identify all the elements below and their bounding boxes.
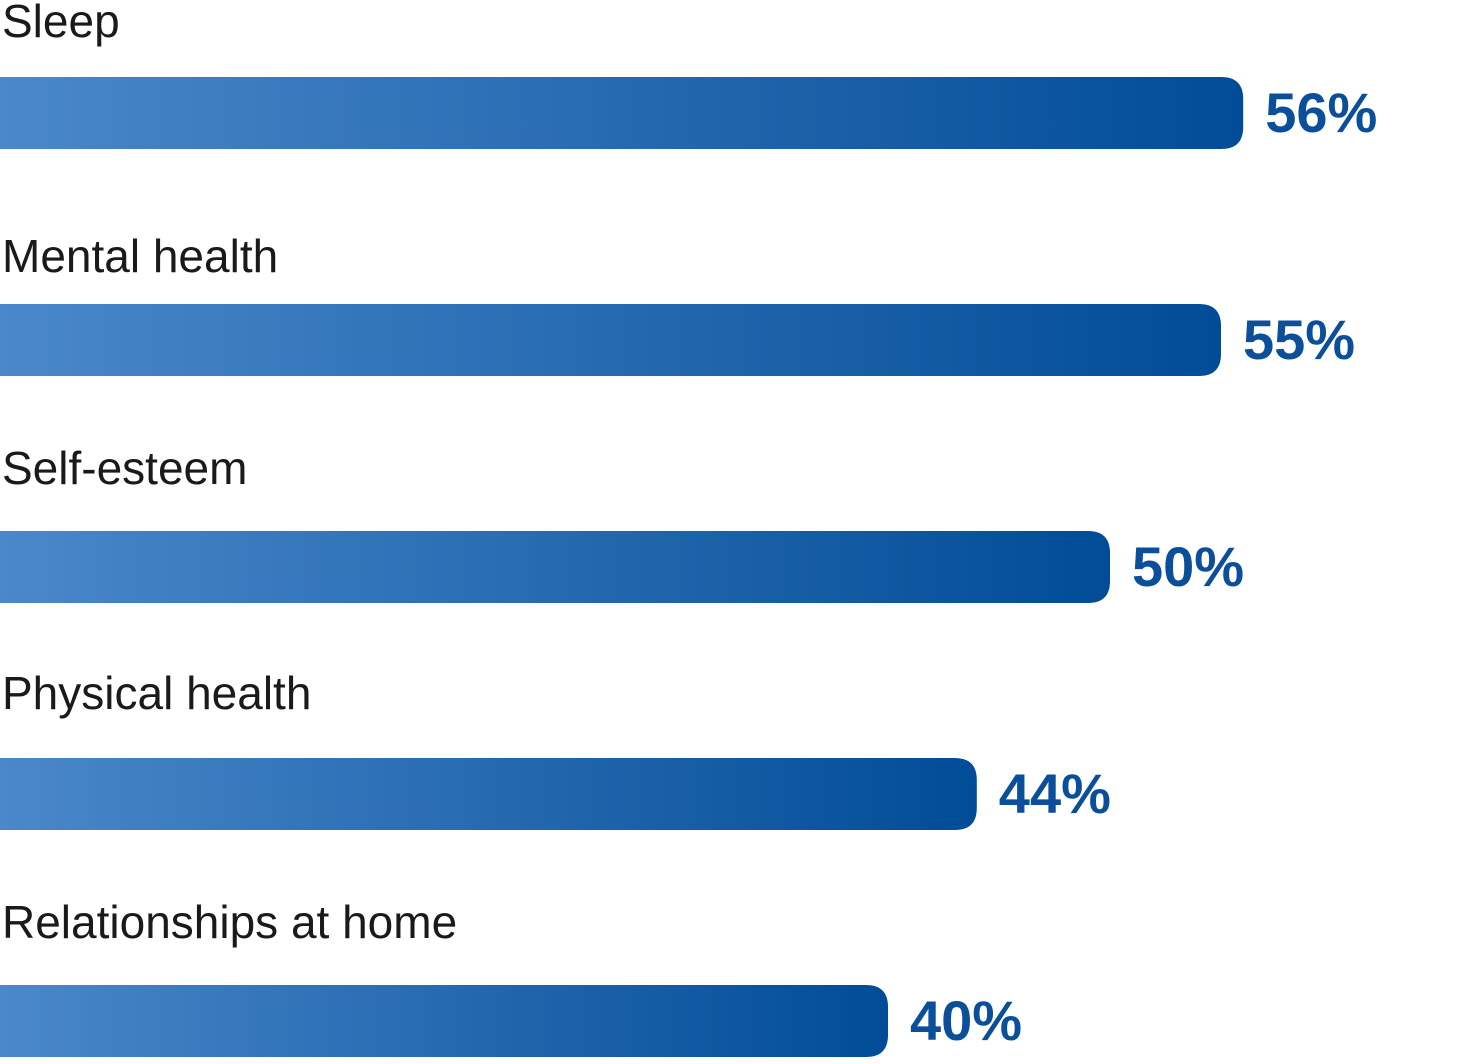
value-label: 55% bbox=[1243, 308, 1355, 371]
category-label: Relationships at home bbox=[2, 896, 457, 948]
value-label: 50% bbox=[1132, 535, 1244, 598]
bar bbox=[0, 985, 888, 1057]
bar bbox=[0, 531, 1110, 603]
category-label: Self-esteem bbox=[2, 442, 247, 494]
value-label: 40% bbox=[910, 989, 1022, 1052]
value-label: 44% bbox=[999, 762, 1111, 825]
bar bbox=[0, 758, 977, 830]
bar bbox=[0, 77, 1244, 149]
category-label: Mental health bbox=[2, 230, 278, 282]
value-label: 56% bbox=[1265, 81, 1377, 144]
bar bbox=[0, 304, 1221, 376]
category-label: Physical health bbox=[2, 667, 311, 719]
category-label: Sleep bbox=[2, 0, 120, 47]
